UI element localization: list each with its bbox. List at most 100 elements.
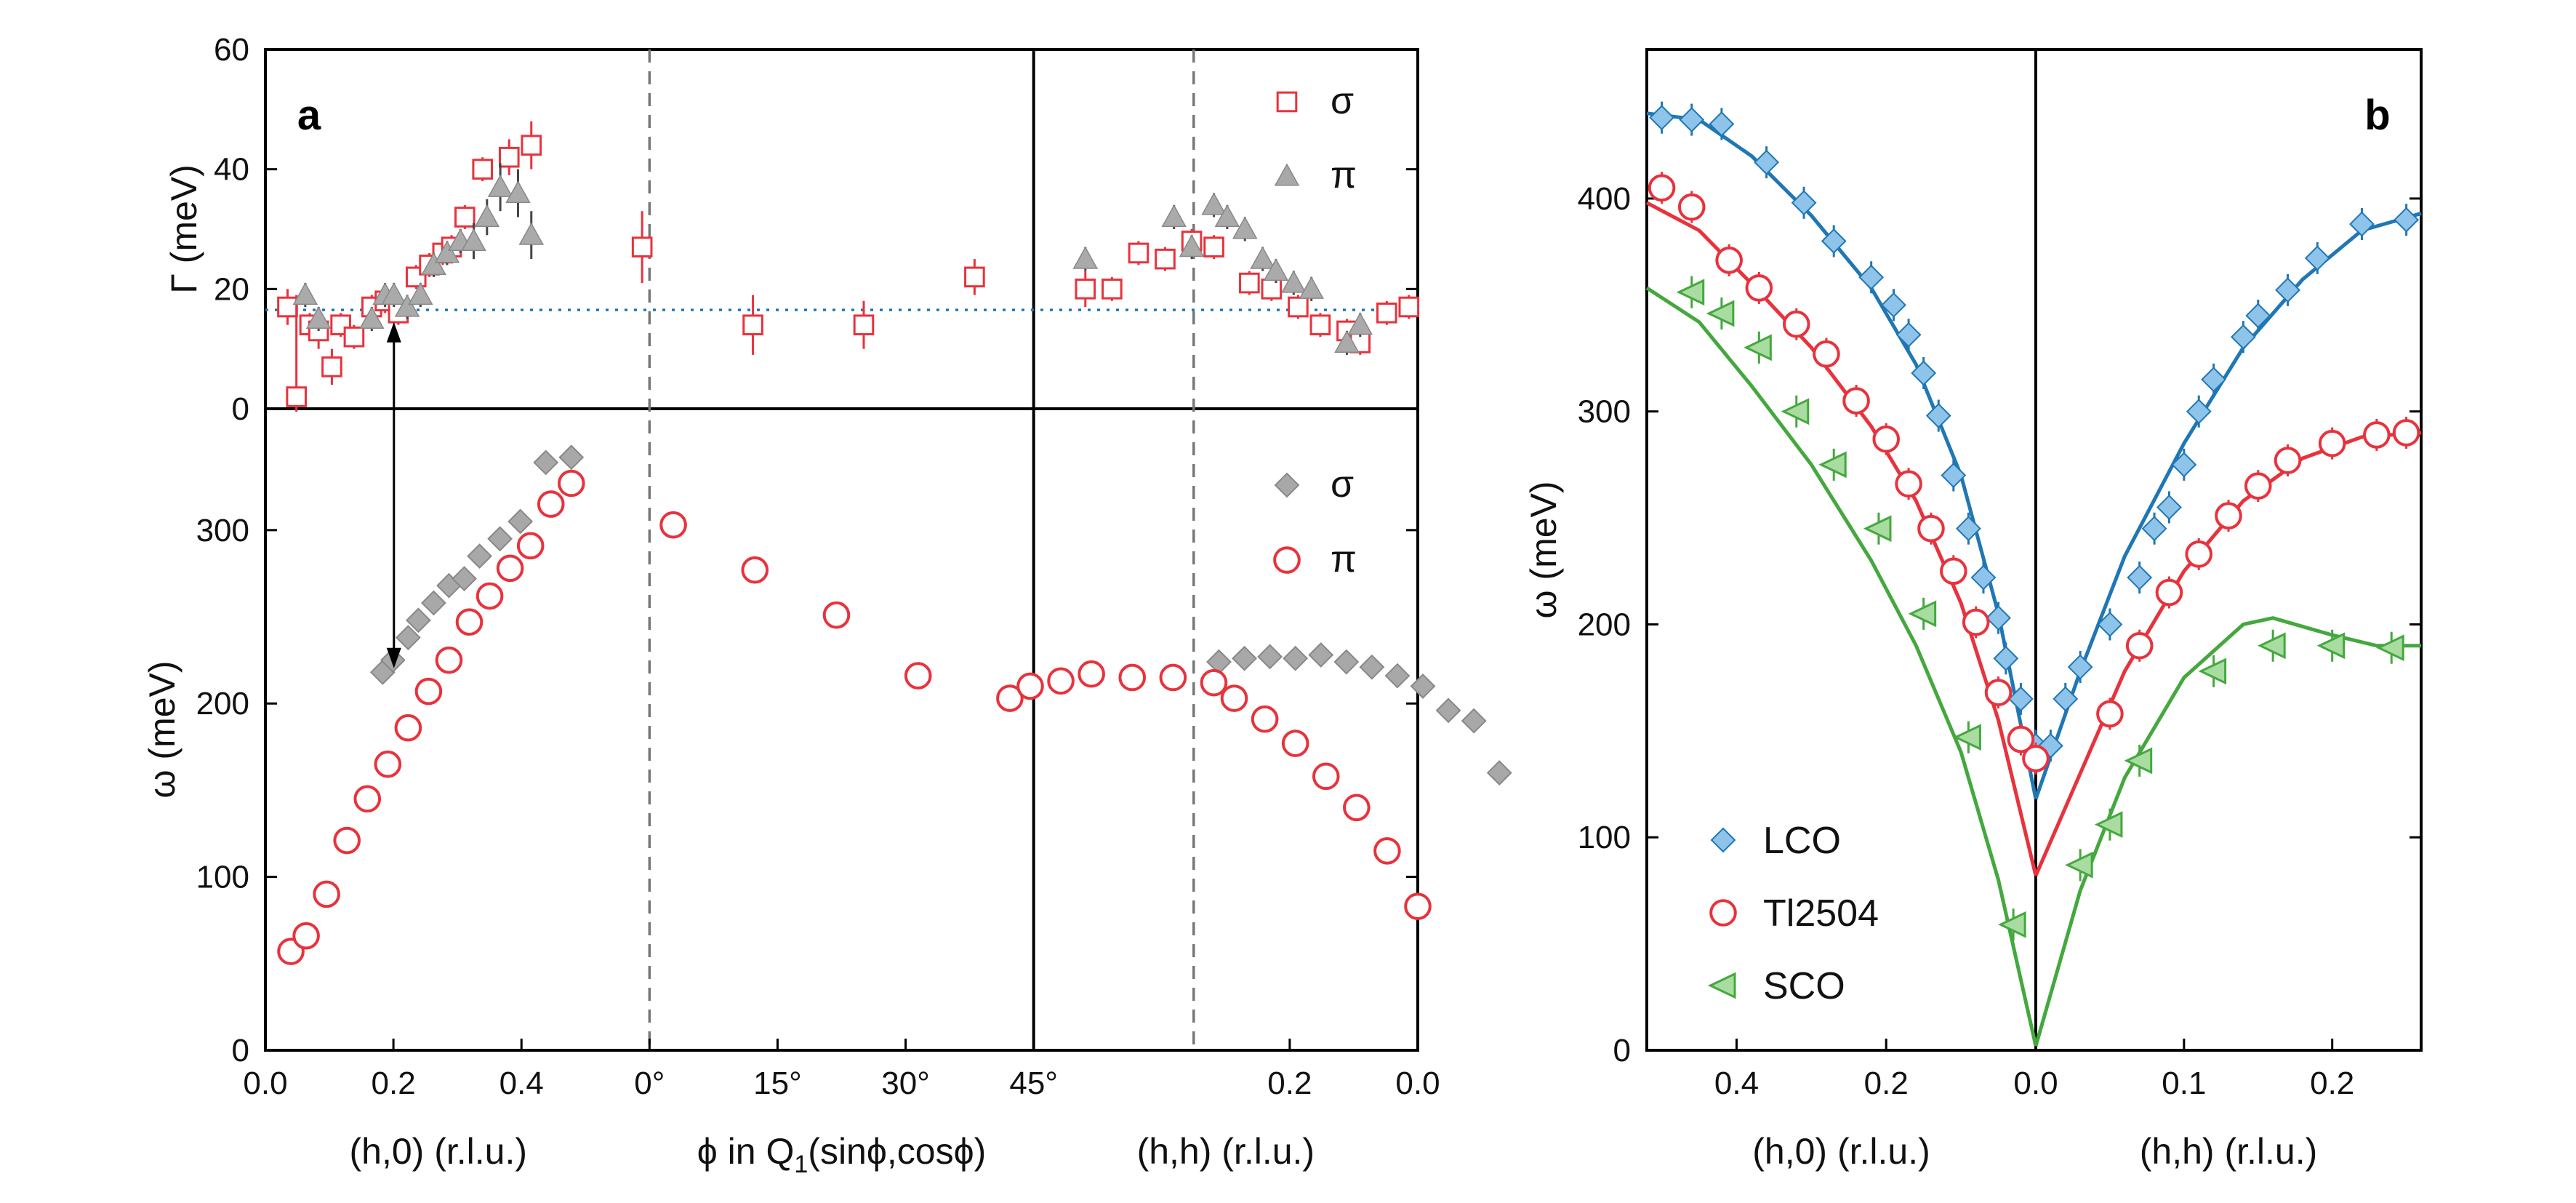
gamma-pi-point	[518, 222, 545, 245]
gamma-pi-point	[292, 282, 318, 305]
omega-sigma-point	[395, 625, 421, 651]
omega-pi-point	[414, 677, 443, 706]
tl2504-point	[1962, 608, 1990, 636]
lco-point	[2127, 564, 2153, 591]
tl2504-point	[1940, 557, 1967, 585]
tl2504-point	[2244, 472, 2272, 500]
legend-a2-pi-marker	[1273, 546, 1301, 574]
panel-b-letter: b	[2364, 92, 2390, 139]
omega-sigma-point	[1384, 663, 1411, 689]
legend-a-pi-marker	[1274, 163, 1300, 186]
sco-point	[2376, 634, 2404, 662]
legend-a2-pi-label: π	[1331, 538, 1357, 580]
b-xtick-label: 0.1	[2162, 1066, 2206, 1101]
lco-point	[1970, 564, 1997, 591]
sco-point	[2094, 811, 2123, 839]
omega-pi-point	[353, 785, 382, 813]
gamma-pi-point	[1281, 270, 1307, 293]
omega-pi-point	[435, 646, 463, 674]
tl2504-point	[1842, 387, 1870, 415]
omega-sigma-point	[1283, 645, 1309, 671]
gamma-pi-point	[1263, 258, 1289, 281]
omega-sigma-point	[421, 590, 446, 616]
gamma-sigma-point	[1309, 314, 1331, 336]
gamma-pi-point	[1214, 204, 1240, 228]
lco-point	[1955, 516, 1981, 542]
gamma-pi-point	[1161, 204, 1187, 228]
omega-pi-point	[1281, 730, 1309, 757]
tl2504-point	[2007, 725, 2035, 754]
gamma-sigma-point	[1376, 302, 1397, 324]
omega-sigma-point	[1410, 673, 1436, 699]
tl2504-point	[1895, 470, 1922, 498]
tl2504-point	[1648, 174, 1676, 202]
gamma-pi-point	[1201, 192, 1227, 215]
omega-pi-point	[1343, 794, 1371, 822]
a-xtick-label: 0.2	[372, 1066, 416, 1101]
lco-point	[2171, 452, 2197, 478]
b-xtick-label: 0.2	[2310, 1066, 2354, 1101]
omega-ytick-label: 200	[196, 686, 249, 722]
tl2504-point	[2185, 540, 2213, 568]
legend-b-label-2: SCO	[1763, 965, 1845, 1007]
tl2504-point	[1917, 514, 1945, 543]
omega-sigma-point	[1435, 698, 1461, 724]
gamma-pi-point	[1347, 312, 1373, 335]
omega-sigma-point	[1359, 654, 1385, 680]
legend-b-label-0: LCO	[1763, 820, 1841, 862]
sco-point	[2258, 632, 2286, 660]
sco-point	[2198, 658, 2227, 685]
omega-pi-point	[1220, 684, 1248, 712]
omega-sigma-point	[487, 526, 513, 552]
panel-a: 0 20 40 60 0 100 200 300 0.0 0.2 0.4 0° 15° 30° 45° 0.2…	[142, 32, 1512, 1178]
b-xtick-label: 0.0	[2013, 1066, 2058, 1101]
gamma-pi-point	[1179, 234, 1205, 257]
omega-pi-point	[822, 601, 851, 629]
tl2504-point	[1715, 247, 1743, 274]
tl2504-point	[1677, 193, 1706, 221]
gamma-pi-point	[1232, 216, 1258, 239]
sco-point	[1953, 724, 1981, 751]
panel-a-letter: a	[297, 92, 321, 139]
gamma-sigma-point	[1261, 279, 1283, 300]
lco-point	[2230, 324, 2256, 350]
omega-axis-label-a: ω (meV)	[142, 660, 182, 798]
lco-point	[1925, 403, 1951, 428]
b-xtick-label: 0.2	[1864, 1066, 1909, 1101]
omega-sigma-point	[1461, 708, 1487, 734]
omega-sigma-point	[1486, 760, 1512, 786]
gamma-pi-point	[359, 305, 385, 329]
sco-point	[1781, 398, 1810, 425]
omega-pi-point	[741, 556, 769, 584]
omega-pi-point	[557, 469, 585, 497]
sco-point	[1908, 600, 1937, 628]
tl2504-point	[2318, 429, 2346, 457]
lco-point	[2201, 367, 2227, 393]
tl2504-point	[1745, 274, 1773, 302]
gamma-sigma-point	[1075, 279, 1096, 300]
tl2504-point	[2274, 447, 2302, 474]
lco-point	[2008, 686, 2034, 712]
gamma-sigma-point	[1203, 236, 1224, 257]
lco-point	[2394, 207, 2420, 233]
sco-point	[1676, 279, 1705, 306]
b-xtick-label: 0.4	[1714, 1066, 1759, 1101]
a-xtick-label: 0.4	[499, 1066, 544, 1101]
gamma-pi-point	[1250, 246, 1275, 269]
sco-point	[1744, 334, 1772, 361]
legend-a2-sigma-marker	[1274, 472, 1300, 498]
lco-point	[2097, 612, 2123, 637]
lco-point	[2067, 654, 2093, 680]
a-xtick-label: 45°	[1009, 1066, 1058, 1101]
omega-sigma-point	[1308, 642, 1334, 668]
a-xtick-label: 0.2	[1267, 1066, 1312, 1101]
sco-point	[1998, 911, 2026, 938]
gamma-pi-point	[461, 228, 486, 252]
lco-point	[1709, 111, 1735, 137]
sco-fit-right	[2034, 616, 2421, 1047]
lco-point	[1911, 360, 1937, 386]
legend-b-marker-2	[1707, 972, 1736, 999]
gamma-ytick-label: 0	[232, 391, 249, 427]
b-ytick-label: 100	[1578, 820, 1631, 855]
omega-sigma-point	[467, 543, 492, 569]
